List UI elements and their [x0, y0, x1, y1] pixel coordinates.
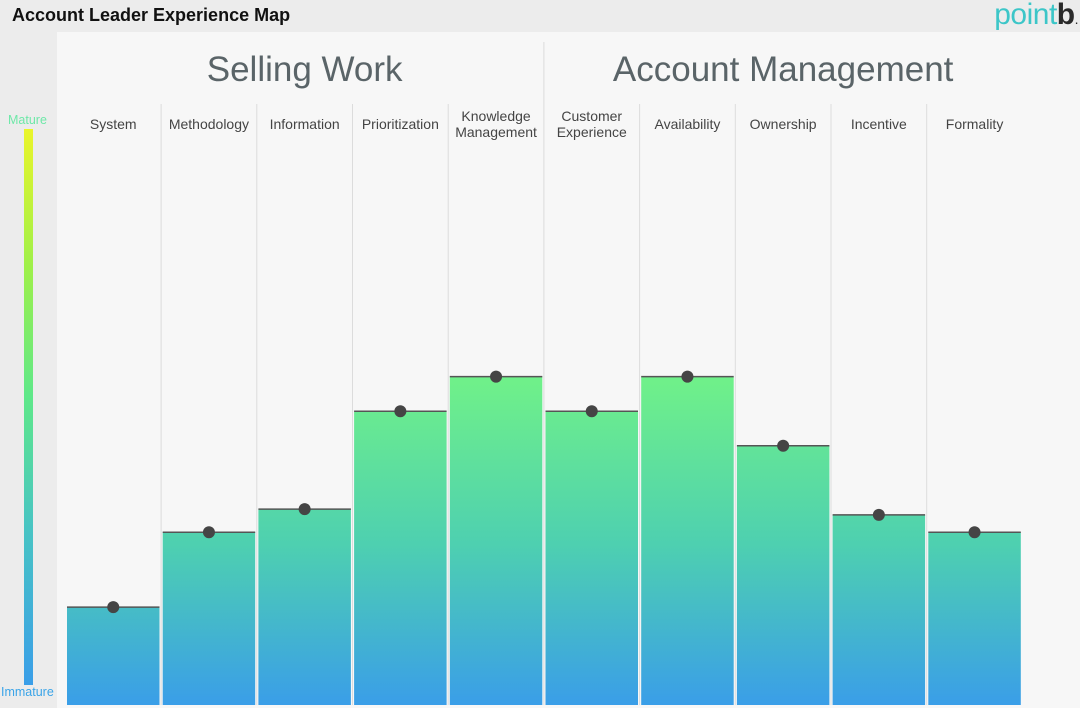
- bar-ownership: [736, 445, 830, 705]
- bar-formality: [928, 532, 1021, 705]
- logo-accent: b: [1056, 0, 1075, 31]
- bar-incentive: [832, 514, 926, 705]
- bars: [67, 375, 1021, 705]
- maturity-scale-bar: [24, 129, 33, 685]
- category-label-knowledge-management: Knowledge Management: [455, 108, 537, 140]
- bar-information: [258, 509, 351, 705]
- marker-methodology: [202, 526, 215, 539]
- category-label-ownership: Ownership: [749, 116, 817, 132]
- marker-availability: [681, 370, 694, 383]
- pointb-logo: pointb.: [994, 0, 1078, 32]
- group-title-account-management: Account Management: [612, 50, 954, 89]
- marker-ownership: [777, 439, 790, 452]
- category-label-information: Information: [269, 116, 340, 132]
- bar-availability: [641, 376, 734, 705]
- category-label-customer-experience: Customer Experience: [556, 108, 627, 140]
- category-label-formality: Formality: [945, 116, 1004, 132]
- marker-prioritization: [394, 405, 407, 418]
- category-label-methodology: Methodology: [168, 116, 250, 132]
- marker-information: [298, 503, 311, 516]
- scale-bottom-label: Immature: [1, 685, 54, 699]
- logo-main: point: [994, 0, 1057, 31]
- category-label-incentive: Incentive: [850, 116, 907, 132]
- bar-customer-experience: [545, 411, 638, 705]
- category-label-prioritization: Prioritization: [361, 116, 439, 132]
- marker-system: [107, 601, 120, 614]
- markers: [107, 370, 981, 614]
- category-label-system: System: [89, 116, 137, 132]
- marker-formality: [968, 526, 981, 539]
- bar-methodology: [162, 532, 256, 705]
- logo-dot: .: [1074, 11, 1079, 27]
- group-title-selling-work: Selling Work: [206, 50, 403, 89]
- marker-knowledge-management: [490, 370, 503, 383]
- bar-prioritization: [354, 411, 447, 705]
- bar-knowledge-management: [449, 376, 543, 705]
- bar-system: [67, 607, 160, 705]
- marker-customer-experience: [585, 405, 598, 418]
- column-dividers: [160, 42, 928, 705]
- header: Account Leader Experience Map pointb.: [0, 0, 1080, 32]
- scale-top-label: Mature: [8, 113, 47, 127]
- marker-incentive: [872, 508, 885, 521]
- page-title: Account Leader Experience Map: [12, 5, 291, 25]
- category-label-availability: Availability: [654, 116, 721, 132]
